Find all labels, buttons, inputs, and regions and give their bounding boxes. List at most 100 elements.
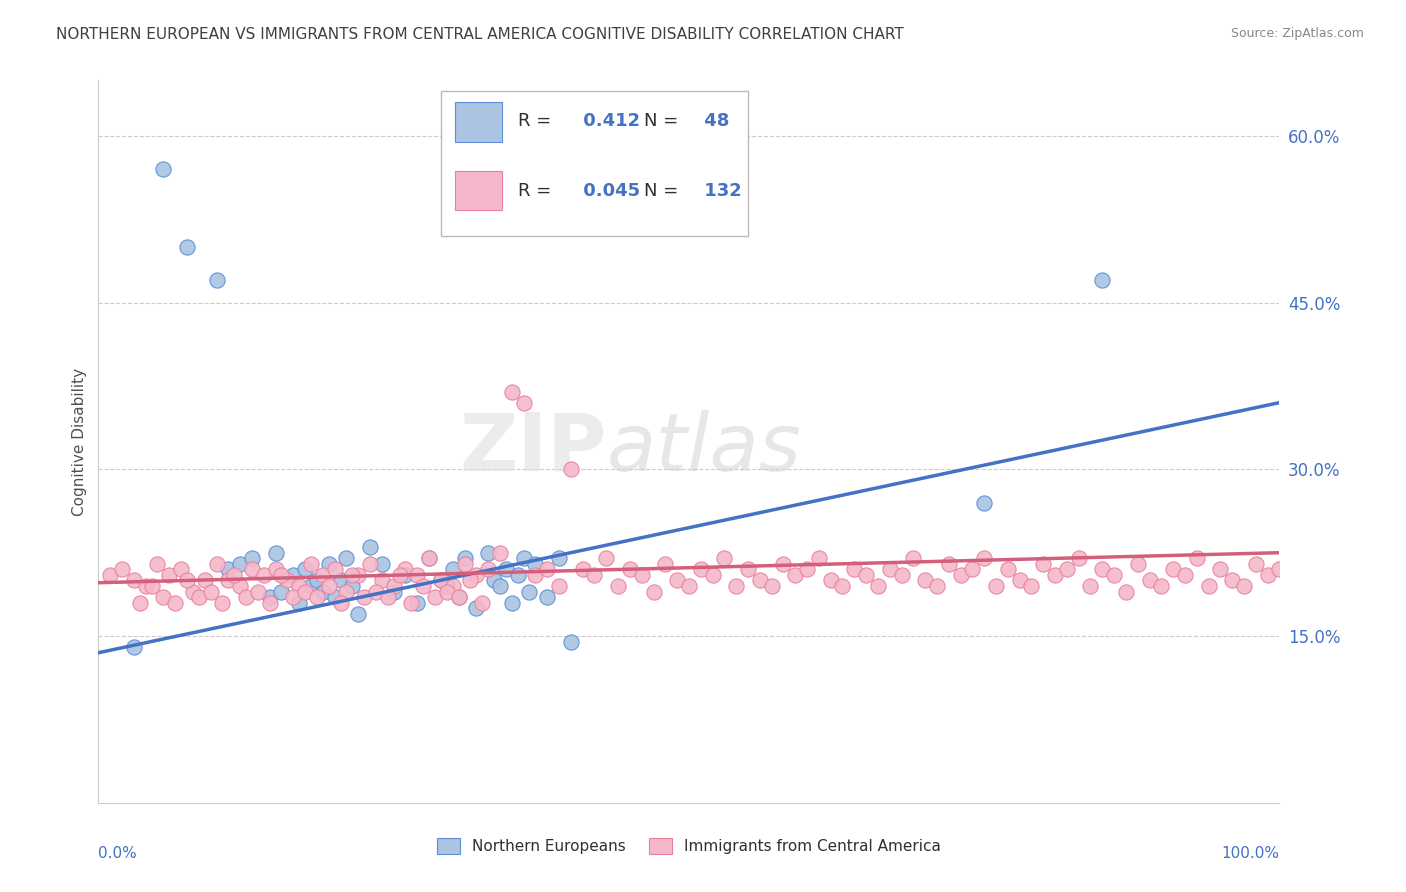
Point <box>205 557 228 571</box>
Text: 132: 132 <box>699 182 742 200</box>
Text: ZIP: ZIP <box>458 409 606 488</box>
Point <box>418 551 440 566</box>
Point <box>436 584 458 599</box>
Point <box>418 551 440 566</box>
Point <box>382 584 405 599</box>
Point <box>844 562 866 576</box>
Point <box>152 162 174 177</box>
Point <box>1233 579 1256 593</box>
Point <box>157 568 180 582</box>
Point <box>312 584 335 599</box>
Point <box>453 557 475 571</box>
Point <box>489 579 512 593</box>
Point <box>560 634 582 648</box>
Point <box>465 601 488 615</box>
Point <box>1174 568 1197 582</box>
Y-axis label: Cognitive Disability: Cognitive Disability <box>72 368 87 516</box>
Point <box>1115 584 1137 599</box>
Point <box>495 562 517 576</box>
Point <box>772 557 794 571</box>
Text: R =: R = <box>517 112 551 130</box>
Point <box>447 590 470 604</box>
Point <box>1008 574 1031 588</box>
Point <box>571 562 593 576</box>
Point <box>200 584 222 599</box>
Point <box>925 579 948 593</box>
Point <box>1244 557 1267 571</box>
Point <box>619 562 641 576</box>
Point <box>748 574 770 588</box>
Point <box>1257 568 1279 582</box>
Point <box>217 574 239 588</box>
Point <box>141 579 163 593</box>
Point <box>1032 557 1054 571</box>
Point <box>288 596 311 610</box>
Point <box>394 568 416 582</box>
Point <box>335 584 357 599</box>
Point <box>1021 579 1043 593</box>
Point <box>477 562 499 576</box>
Point <box>329 596 352 610</box>
Point <box>323 590 346 604</box>
Text: atlas: atlas <box>606 409 801 488</box>
Point <box>259 596 281 610</box>
Point <box>305 590 328 604</box>
Point <box>229 579 252 593</box>
Point <box>146 557 169 571</box>
Point <box>135 579 157 593</box>
Point <box>412 579 434 593</box>
Point <box>630 568 652 582</box>
Point <box>312 568 335 582</box>
Point <box>329 574 352 588</box>
Point <box>1139 574 1161 588</box>
Point <box>253 568 276 582</box>
Point <box>949 568 972 582</box>
Point <box>560 462 582 476</box>
Point <box>1198 579 1220 593</box>
Point <box>430 574 453 588</box>
Point <box>152 590 174 604</box>
FancyBboxPatch shape <box>456 102 502 142</box>
Point <box>536 590 558 604</box>
Point <box>335 551 357 566</box>
Point <box>997 562 1019 576</box>
Point <box>377 590 399 604</box>
Point <box>235 590 257 604</box>
Point <box>441 562 464 576</box>
Point <box>595 551 617 566</box>
Point <box>294 584 316 599</box>
Point <box>1220 574 1243 588</box>
Point <box>423 590 446 604</box>
Point <box>548 551 571 566</box>
Point <box>512 395 534 409</box>
Point <box>276 574 298 588</box>
Point <box>288 579 311 593</box>
Point <box>820 574 842 588</box>
Point <box>666 574 689 588</box>
Point <box>548 579 571 593</box>
Point <box>270 584 292 599</box>
Legend: Northern Europeans, Immigrants from Central America: Northern Europeans, Immigrants from Cent… <box>430 832 948 860</box>
Point <box>1067 551 1090 566</box>
Point <box>229 557 252 571</box>
Point <box>879 562 901 576</box>
Point <box>305 574 328 588</box>
Point <box>962 562 984 576</box>
Text: N =: N = <box>644 182 678 200</box>
Point <box>447 590 470 604</box>
Point <box>388 568 411 582</box>
Point <box>471 596 494 610</box>
Point <box>1102 568 1125 582</box>
Point <box>283 568 305 582</box>
Point <box>1185 551 1208 566</box>
Point <box>914 574 936 588</box>
Point <box>353 590 375 604</box>
Point <box>323 562 346 576</box>
Text: NORTHERN EUROPEAN VS IMMIGRANTS FROM CENTRAL AMERICA COGNITIVE DISABILITY CORREL: NORTHERN EUROPEAN VS IMMIGRANTS FROM CEN… <box>56 27 904 42</box>
Point <box>394 562 416 576</box>
Point <box>436 579 458 593</box>
Point <box>299 557 322 571</box>
Point <box>831 579 853 593</box>
Point <box>506 568 529 582</box>
Point <box>1043 568 1066 582</box>
